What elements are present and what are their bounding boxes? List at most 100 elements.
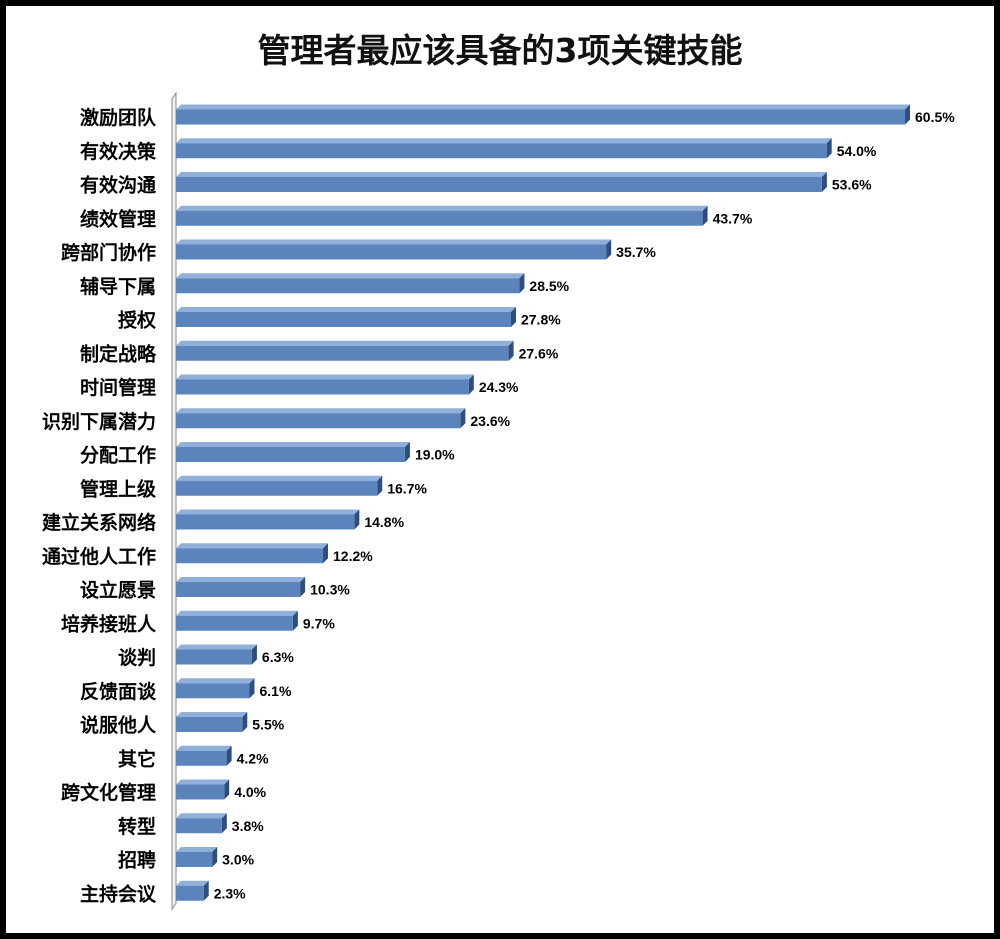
bar-top bbox=[176, 374, 474, 380]
bar bbox=[176, 582, 301, 597]
bar-end bbox=[468, 374, 474, 395]
value-label: 3.8% bbox=[232, 818, 264, 834]
bar-end bbox=[460, 408, 466, 429]
category-label: 反馈面谈 bbox=[80, 680, 157, 703]
bar-top bbox=[176, 745, 232, 751]
bar-top bbox=[176, 678, 255, 684]
category-label: 跨文化管理 bbox=[61, 781, 156, 804]
chart-title: 管理者最应该具备的3项关键技能 bbox=[257, 31, 743, 70]
bar-top bbox=[176, 577, 306, 582]
bar bbox=[176, 852, 213, 867]
category-label: 管理上级 bbox=[80, 477, 156, 500]
value-label: 4.2% bbox=[237, 750, 269, 766]
bar-end bbox=[224, 779, 230, 800]
bar bbox=[176, 278, 520, 294]
value-label: 60.5% bbox=[915, 109, 955, 125]
value-label: 9.7% bbox=[303, 615, 335, 631]
bar bbox=[176, 649, 252, 665]
bar-end bbox=[905, 104, 911, 125]
bar bbox=[176, 210, 703, 226]
bar-end bbox=[226, 745, 232, 766]
category-label: 辅导下属 bbox=[80, 275, 156, 298]
bar-end bbox=[510, 307, 516, 327]
bar bbox=[176, 514, 355, 530]
bar bbox=[176, 784, 225, 800]
chart-frame: 管理者最应该具备的3项关键技能 60.5% 激励团队 54.0% 有效决策 53.6% 有… bbox=[6, 6, 994, 933]
value-label: 12.2% bbox=[333, 548, 373, 564]
category-label: 有效决策 bbox=[80, 140, 157, 163]
bar-end bbox=[203, 880, 209, 901]
bar bbox=[176, 143, 827, 159]
value-label: 19.0% bbox=[415, 447, 455, 463]
value-label: 6.1% bbox=[260, 683, 292, 699]
bar-top bbox=[176, 813, 227, 819]
bar-top bbox=[176, 273, 525, 279]
bar-top bbox=[176, 847, 218, 852]
bar-end bbox=[508, 340, 514, 361]
bar-top bbox=[176, 340, 514, 346]
bar-top bbox=[176, 442, 410, 447]
value-label: 16.7% bbox=[387, 480, 427, 496]
bar-top bbox=[176, 475, 383, 481]
bar-end bbox=[249, 678, 255, 699]
bar bbox=[176, 312, 511, 327]
bar bbox=[176, 480, 378, 496]
bar bbox=[176, 413, 461, 429]
bar-chart: 60.5% 激励团队 54.0% 有效决策 53.6% 有效沟通 43.7% 绩效管理 35.7… bbox=[42, 91, 955, 911]
bar-top bbox=[176, 543, 329, 549]
category-label: 建立关系网络 bbox=[42, 511, 156, 534]
value-label: 14.8% bbox=[364, 514, 404, 530]
bar bbox=[176, 717, 243, 732]
category-label: 培养接班人 bbox=[61, 612, 157, 635]
category-label: 识别下属潜力 bbox=[42, 410, 156, 433]
category-label: 其它 bbox=[118, 747, 156, 770]
value-label: 54.0% bbox=[837, 143, 877, 159]
bar-top bbox=[176, 509, 360, 515]
bar-top bbox=[176, 610, 298, 616]
bar-top bbox=[176, 880, 209, 886]
bar-end bbox=[323, 543, 329, 564]
bar bbox=[176, 885, 204, 901]
bar bbox=[176, 177, 822, 192]
value-label: 28.5% bbox=[529, 278, 569, 294]
bar bbox=[176, 345, 509, 361]
bar-end bbox=[221, 813, 227, 834]
bar-top bbox=[176, 172, 827, 177]
bar-end bbox=[212, 847, 218, 867]
category-label: 招聘 bbox=[118, 849, 156, 872]
value-label: 35.7% bbox=[616, 244, 656, 260]
bar-end bbox=[377, 475, 383, 496]
bar-end bbox=[251, 644, 257, 665]
category-label: 时间管理 bbox=[80, 376, 156, 399]
axis-wall bbox=[171, 91, 177, 911]
value-label: 27.8% bbox=[521, 312, 561, 328]
bar-top bbox=[176, 408, 466, 414]
value-label: 10.3% bbox=[310, 582, 350, 598]
value-label: 24.3% bbox=[479, 379, 519, 395]
bar-top bbox=[176, 712, 248, 717]
value-label: 4.0% bbox=[234, 784, 266, 800]
bar bbox=[176, 447, 405, 462]
bar-end bbox=[354, 509, 360, 530]
bar bbox=[176, 109, 906, 125]
category-label: 谈判 bbox=[118, 646, 156, 669]
category-label: 转型 bbox=[118, 815, 156, 838]
bar-top bbox=[176, 138, 832, 144]
bar bbox=[176, 683, 250, 699]
value-label: 5.5% bbox=[252, 717, 284, 733]
bar-top bbox=[176, 307, 516, 312]
category-label: 制定战略 bbox=[80, 342, 157, 365]
category-label: 激励团队 bbox=[80, 106, 157, 129]
category-label: 跨部门协作 bbox=[61, 241, 156, 264]
bar-end bbox=[242, 712, 248, 732]
value-label: 23.6% bbox=[470, 413, 510, 429]
bar-end bbox=[606, 239, 612, 260]
bar bbox=[176, 244, 607, 260]
bar bbox=[176, 548, 324, 564]
value-label: 27.6% bbox=[519, 345, 559, 361]
category-label: 通过他人工作 bbox=[42, 545, 156, 568]
bar-top bbox=[176, 104, 911, 110]
value-label: 6.3% bbox=[262, 649, 294, 665]
bar bbox=[176, 818, 222, 834]
category-label: 绩效管理 bbox=[80, 207, 156, 230]
